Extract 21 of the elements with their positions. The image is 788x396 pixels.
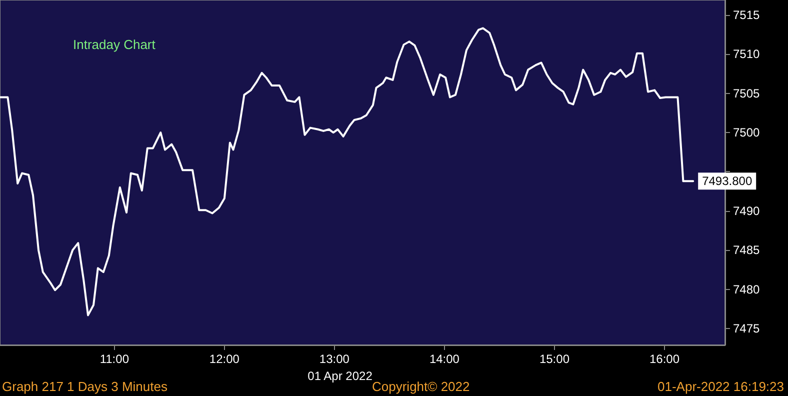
y-tick-label: 7485 xyxy=(733,243,760,258)
x-tick-label: 13:00 xyxy=(319,352,350,366)
x-tick-label: 16:00 xyxy=(649,352,680,366)
y-tick-label: 7505 xyxy=(733,86,760,100)
y-tick-label: 7480 xyxy=(733,282,760,296)
text: Intraday Chart xyxy=(73,37,156,52)
x-tick-label: 12:00 xyxy=(209,352,240,366)
y-tick-label: 7475 xyxy=(733,322,760,336)
annotation: 7493.800 xyxy=(702,174,752,188)
caption: Graph 217 1 Days 3 Minutes xyxy=(2,379,168,394)
text: 01-Apr-2022 16:19:23 xyxy=(658,379,784,394)
text: Copyright© 2022 xyxy=(372,379,470,394)
y-tick-label: 7510 xyxy=(733,47,760,62)
y-tick-label: 7500 xyxy=(733,126,760,140)
x-tick-label: 11:00 xyxy=(100,352,130,366)
line-series xyxy=(0,27,694,316)
x-tick-label: 15:00 xyxy=(539,352,570,366)
x-tick-label: 14:00 xyxy=(429,352,460,366)
x-axis-title: 01 Apr 2022 xyxy=(308,368,373,383)
y-tick-label: 7490 xyxy=(733,204,760,218)
y-tick-label: 7515 xyxy=(733,8,760,22)
